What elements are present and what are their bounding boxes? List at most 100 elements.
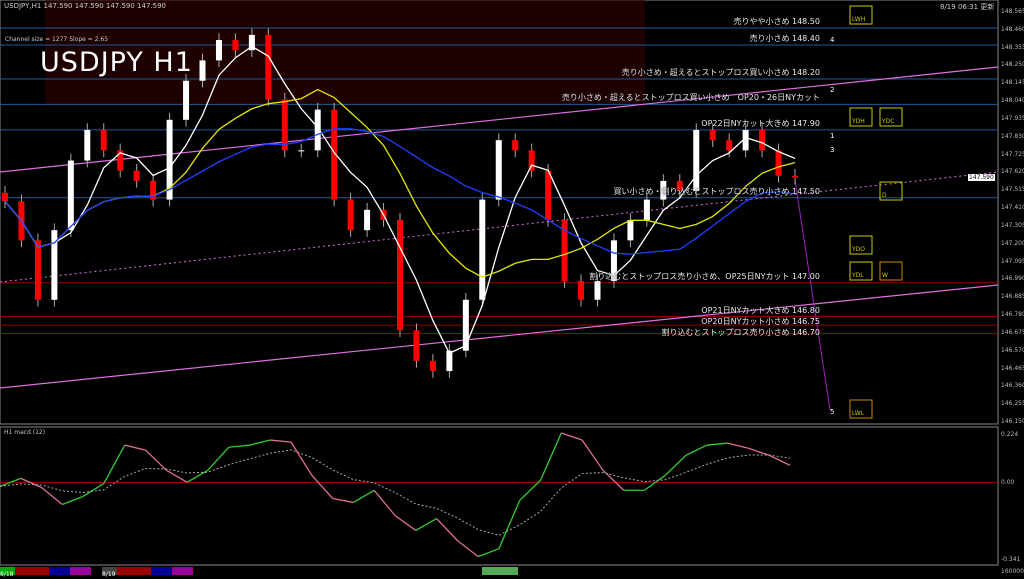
macd-segment [249,439,271,446]
candle-body [67,160,74,231]
session-bar [15,567,49,575]
level-box [849,261,873,281]
candle-body [578,281,585,300]
macd-segment [477,548,500,558]
box-label: D [882,192,887,199]
level-annotation: OP21日NYカット大きめ 146.80 [701,305,820,315]
level-annotation: 売りやや小さめ 148.50 [733,17,820,27]
level-box [879,261,903,281]
box-label: YDH [851,118,865,125]
price-tick: 147.515 [1001,186,1024,194]
macd-segment [456,539,479,558]
macd-segment [415,517,437,532]
macd-label: H1 macd (12) [4,429,46,436]
level-annotation: 売り小さめ 148.40 [749,34,820,43]
price-tick: 146.780 [1001,311,1024,319]
level-box [849,399,873,419]
candle-body [643,199,650,220]
macd-segment [103,444,126,484]
wave-label: 2 [830,86,834,94]
level-box [879,107,903,127]
candle-body [594,281,601,300]
candle-body [413,330,420,361]
candle-body [545,170,552,220]
trendline-upper [0,66,999,173]
macd-segment [145,449,167,471]
candle-body [561,219,568,282]
price-tick: 148.145 [1001,79,1024,87]
macd-segment [186,469,209,483]
wave-label: 5 [830,408,834,416]
macd-segment [498,500,521,549]
macd-pane [0,426,999,566]
candle-body [676,180,683,192]
candle-body [298,150,305,152]
macd-tick: -0.341 [1001,556,1021,563]
candle-body [775,150,782,176]
macd-segment [353,489,375,503]
candle-body [183,80,190,120]
macd-segment [664,454,687,476]
candle-body [248,34,255,51]
candle-body [2,192,8,202]
box-label: YDO [851,246,865,253]
level-annotation: 割り込むとストップロス売り小さめ 146.70 [661,327,820,337]
candle-body [446,350,453,372]
price-tick: 146.570 [1001,346,1024,354]
macd-segment [685,444,708,456]
candle-body [34,240,41,300]
symbol-info: USDJPY,H1 147.590 147.590 147.590 147.59… [4,2,166,10]
price-tick: 146.990 [1001,275,1024,283]
macd-segment [207,446,230,471]
price-tick: 147.935 [1001,114,1024,122]
ma-slow-line [4,128,796,255]
level-box [849,107,873,127]
candle-body [397,219,403,331]
candle-body [265,34,272,100]
macd-signal-line [0,449,791,536]
box-label: YDC [881,118,894,125]
macd-segment [124,444,146,451]
candle-body [742,129,749,151]
macd-segment [165,469,188,483]
candle-body [166,119,173,200]
candle-body [792,175,798,178]
price-tick: 146.885 [1001,293,1024,301]
candle-body [726,140,733,151]
macd-tick: 0.224 [1001,431,1019,438]
projection-line [794,179,831,411]
candle-body [100,129,107,151]
level-annotation: 割り込むとストップロス売り小さめ、OP25日NYカット 147.00 [589,271,820,281]
level-annotation: OP22日NYカット大きめ 147.90 [701,118,820,128]
macd-segment [0,477,22,487]
candle-body [512,140,519,151]
price-tick: 146.255 [1001,400,1024,408]
candle-body [495,140,502,200]
candle-body [133,170,140,181]
macd-segment [270,439,292,443]
macd-segment [519,479,541,501]
candle-body [528,150,535,171]
level-annotation: 売り小さめ・超えるとストップロス買い小さめ OP20・26日NYカット [561,93,820,103]
date-label-1: 8/18 [0,567,15,578]
price-tick: 146.675 [1001,328,1024,336]
right-badge: 160000 [1001,568,1024,575]
macd-segment [748,447,770,456]
session-bar [151,567,172,575]
level-annotation: 買い小さめ・割り込むとストップロス売り小さめ 147.50 [613,186,820,196]
channel-info: Channel size = 1277 Slope = 2.65 [5,36,109,43]
candle-body [331,109,338,200]
price-tick: 147.305 [1001,221,1024,229]
candle-body [660,180,667,200]
box-label: LWL [852,410,865,417]
macd-segment [62,495,84,506]
candle-body [215,40,222,61]
macd-segment [373,489,396,516]
candle-body [479,199,486,300]
macd-segment [332,497,354,504]
session-bar [49,567,70,575]
current-price-label: 147.590 [968,173,995,181]
macd-segment [41,486,63,506]
level-annotation: 売り小さめ・超えるとストップロス買い小さめ 148.20 [621,67,820,77]
